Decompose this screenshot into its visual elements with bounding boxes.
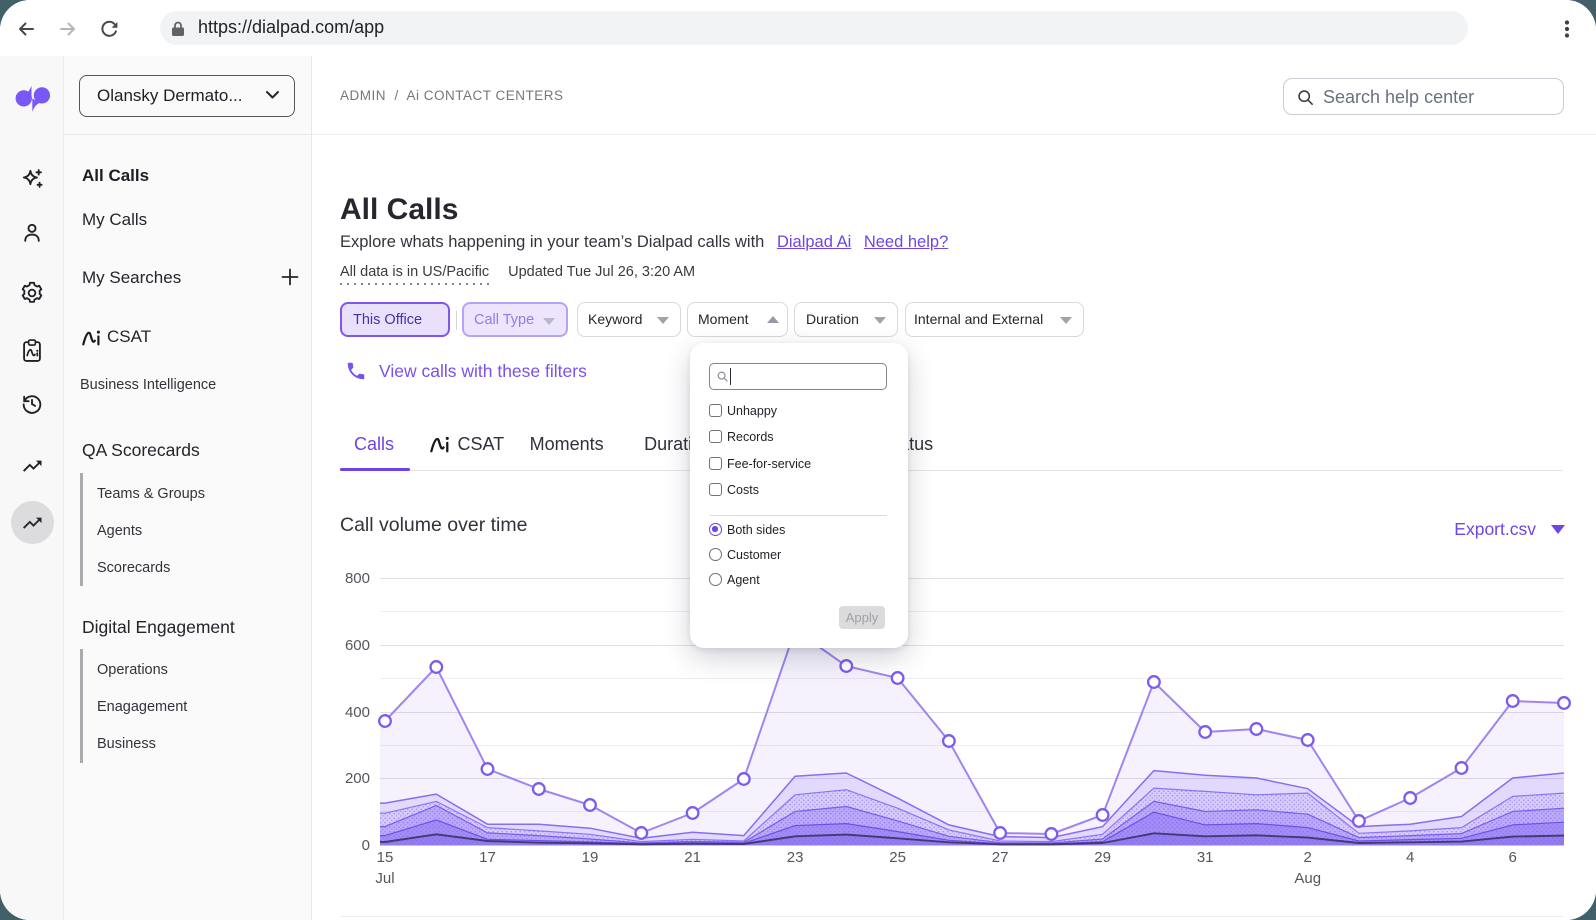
svg-text:23: 23	[787, 849, 804, 866]
svg-text:29: 29	[1094, 849, 1111, 866]
svg-text:4: 4	[1406, 849, 1414, 866]
svg-text:600: 600	[345, 637, 370, 654]
svg-text:21: 21	[684, 849, 701, 866]
svg-text:27: 27	[992, 849, 1009, 866]
svg-text:Aug: Aug	[1294, 870, 1321, 887]
svg-text:15: 15	[377, 849, 394, 866]
svg-text:31: 31	[1197, 849, 1214, 866]
svg-text:19: 19	[582, 849, 599, 866]
svg-text:200: 200	[345, 770, 370, 787]
svg-text:25: 25	[889, 849, 906, 866]
svg-text:6: 6	[1509, 849, 1517, 866]
svg-text:17: 17	[479, 849, 496, 866]
svg-text:400: 400	[345, 704, 370, 721]
svg-text:800: 800	[345, 570, 370, 587]
svg-text:2: 2	[1304, 849, 1312, 866]
svg-text:Jul: Jul	[375, 870, 394, 887]
svg-text:0: 0	[362, 837, 370, 854]
